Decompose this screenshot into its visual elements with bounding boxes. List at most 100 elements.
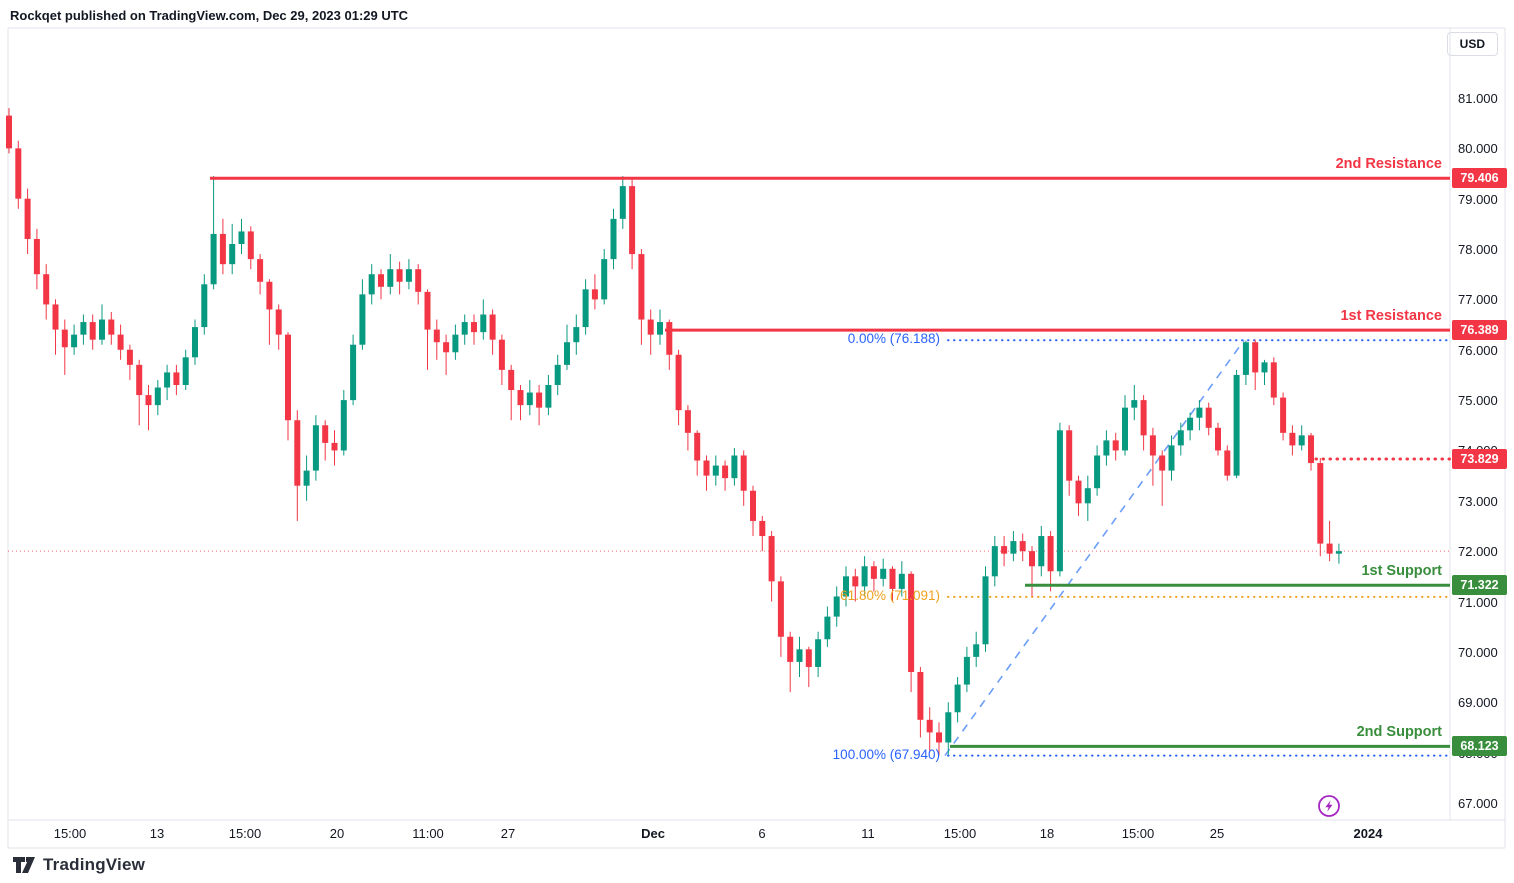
candle-body [638, 254, 645, 320]
resistance2-label: 2nd Resistance [1335, 156, 1442, 173]
candle-body [1252, 342, 1259, 373]
candle-body [973, 644, 980, 657]
candle-body [126, 349, 133, 365]
fib-level-label-1: 61.80% (71.091) [840, 587, 940, 603]
candle-body [275, 309, 282, 335]
candle-body [880, 568, 887, 579]
candle-body [1224, 450, 1231, 476]
price-tick-label: 72.000 [1458, 544, 1498, 560]
candle-body [136, 364, 143, 396]
candle-body [405, 269, 412, 282]
candle-body [815, 639, 822, 667]
price-ray-badge: 73.829 [1452, 449, 1507, 470]
candle-body [415, 269, 422, 292]
resistance2-badge: 79.406 [1452, 168, 1507, 189]
candle-body [647, 319, 654, 335]
candle-body [340, 400, 347, 451]
candle-body [917, 671, 924, 720]
candle-body [870, 566, 877, 579]
candle-body [480, 314, 487, 333]
candle-body [619, 186, 626, 219]
time-tick-label: 25 [1209, 826, 1225, 841]
candle-body [526, 392, 533, 406]
candle-body [936, 732, 942, 743]
candle-body [312, 425, 319, 471]
candle-body [666, 322, 673, 355]
candle-body [629, 186, 636, 255]
candle-body [266, 281, 273, 310]
candle-body [117, 334, 124, 350]
candle-body [52, 304, 59, 330]
candle-body [712, 465, 719, 476]
candle-body [554, 364, 561, 385]
candle-body [43, 274, 50, 305]
candle-body [1261, 362, 1268, 373]
candle-body [657, 322, 663, 335]
time-tick-label: 2024 [1353, 826, 1383, 841]
candle-body [1159, 455, 1166, 471]
candle-body [71, 334, 78, 348]
candle-body [861, 566, 868, 587]
candle-body [908, 573, 915, 672]
candle-body [192, 327, 198, 358]
currency-badge[interactable]: USD [1446, 32, 1498, 56]
candle-body [6, 115, 12, 149]
candle-body [824, 616, 831, 640]
price-tick-label: 79.000 [1458, 191, 1498, 207]
candle-body [582, 289, 589, 328]
candle-body [1029, 551, 1035, 567]
candle-body [1047, 536, 1054, 572]
time-tick-label: Dec [641, 826, 665, 841]
candle-body [368, 274, 375, 295]
fib-level-label-2: 100.00% (67.940) [832, 746, 940, 762]
candle-body [89, 322, 96, 340]
time-tick-label: 15:00 [53, 826, 87, 841]
candle-body [489, 314, 496, 340]
candle-body [722, 465, 729, 479]
candle-body [424, 291, 431, 330]
candle-body [1326, 543, 1333, 554]
candle-body [443, 342, 450, 353]
candle-body [768, 536, 775, 582]
candle-body [1196, 407, 1203, 418]
candle-body [963, 656, 970, 685]
candle-body [80, 322, 87, 335]
tradingview-logo[interactable]: TradingView [12, 855, 145, 875]
flash-button[interactable] [1317, 794, 1341, 818]
candle-body [303, 470, 310, 486]
candle-body [1103, 440, 1110, 456]
candle-body [15, 148, 22, 199]
candle-body [545, 384, 552, 408]
candle-body [796, 649, 803, 662]
candle-body [164, 372, 171, 388]
candle-body [99, 319, 105, 340]
candle-body [508, 369, 515, 391]
candle-body [1149, 435, 1156, 456]
time-tick-label: 18 [1039, 826, 1055, 841]
support1-badge: 71.322 [1452, 575, 1507, 596]
candle-body [750, 490, 756, 521]
candle-body [1010, 541, 1017, 554]
candle-body [1094, 455, 1101, 489]
candle-body [350, 344, 357, 401]
candle-body [777, 581, 784, 637]
candle-body [787, 636, 794, 662]
candle-body [219, 233, 226, 265]
time-tick-label: 11 [861, 826, 875, 841]
resistance1-badge: 76.389 [1452, 320, 1507, 341]
candle-body [247, 231, 254, 260]
candle-body [1289, 432, 1296, 446]
candle-body [498, 339, 505, 370]
candle-body [322, 425, 329, 443]
candle-body [1298, 435, 1305, 446]
candle-body [564, 342, 570, 365]
candle-body [517, 390, 524, 406]
price-tick-label: 69.000 [1458, 695, 1498, 711]
candle-body [471, 322, 477, 333]
candle-body [991, 546, 998, 577]
candle-body [601, 259, 608, 300]
candle-body [833, 596, 840, 617]
price-tick-label: 75.000 [1458, 393, 1498, 409]
candle-body [843, 576, 849, 597]
